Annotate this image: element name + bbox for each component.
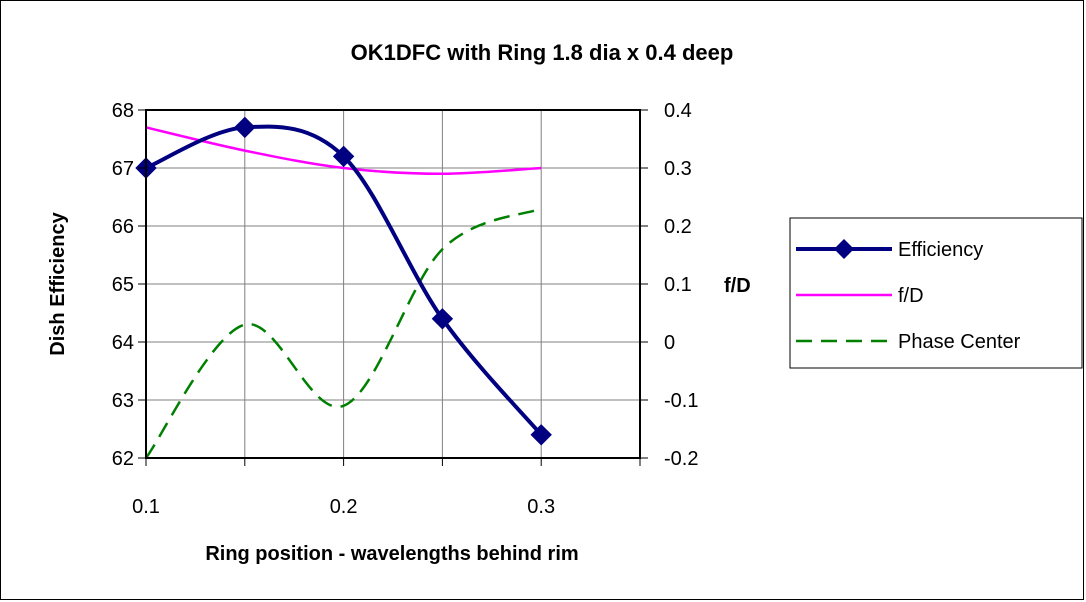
data-point-efficiency xyxy=(530,424,552,446)
chart-title: OK1DFC with Ring 1.8 dia x 0.4 deep xyxy=(351,40,734,65)
legend-label-efficiency: Efficiency xyxy=(898,239,983,261)
left-tick-label: 64 xyxy=(112,332,134,354)
right-axis-ticks: -0.2 -0.1 0 0.1 0.2 0.3 0.4 xyxy=(640,100,698,470)
series-line-phase-center xyxy=(144,207,542,459)
data-point-efficiency xyxy=(234,116,256,139)
legend-label-f-d: f/D xyxy=(898,285,924,307)
left-tick-label: 62 xyxy=(112,448,134,470)
series-line-efficiency xyxy=(145,124,543,437)
right-tick-label: 0.2 xyxy=(664,216,692,238)
data-point-efficiency xyxy=(431,308,454,330)
right-tick-label: 0.4 xyxy=(664,100,692,122)
x-tick-label: 0.3 xyxy=(527,496,555,518)
x-tick-label: 0.1 xyxy=(132,496,160,518)
x-axis-ticks: 0.1 0.2 0.3 xyxy=(132,458,641,518)
left-tick-label: 68 xyxy=(112,100,134,122)
x-axis-label: Ring position - wavelengths behind rim xyxy=(205,543,578,565)
x-tick-label: 0.2 xyxy=(330,496,358,518)
left-axis-ticks: 62 63 64 65 66 67 68 xyxy=(112,100,146,470)
right-tick-label: 0 xyxy=(664,332,675,354)
right-tick-label: -0.1 xyxy=(664,390,698,412)
left-tick-label: 66 xyxy=(112,216,134,238)
left-tick-label: 67 xyxy=(112,158,134,180)
left-tick-label: 63 xyxy=(112,390,134,412)
right-tick-label: 0.1 xyxy=(664,274,692,296)
legend-box xyxy=(789,217,1083,369)
right-tick-label: -0.2 xyxy=(664,448,698,470)
y-axis-label: Dish Efficiency xyxy=(47,211,69,355)
right-tick-label: 0.3 xyxy=(664,158,692,180)
left-tick-label: 65 xyxy=(112,274,134,296)
y2-axis-label: f/D xyxy=(724,275,751,297)
data-point-efficiency xyxy=(332,145,355,168)
legend-label-phase-center: Phase Center xyxy=(898,331,1021,353)
legend-marker-efficiency xyxy=(834,239,854,259)
series-line-f-d xyxy=(145,126,542,176)
plot-area xyxy=(135,109,641,459)
legend: Efficiency f/D Phase Center xyxy=(789,217,1083,369)
